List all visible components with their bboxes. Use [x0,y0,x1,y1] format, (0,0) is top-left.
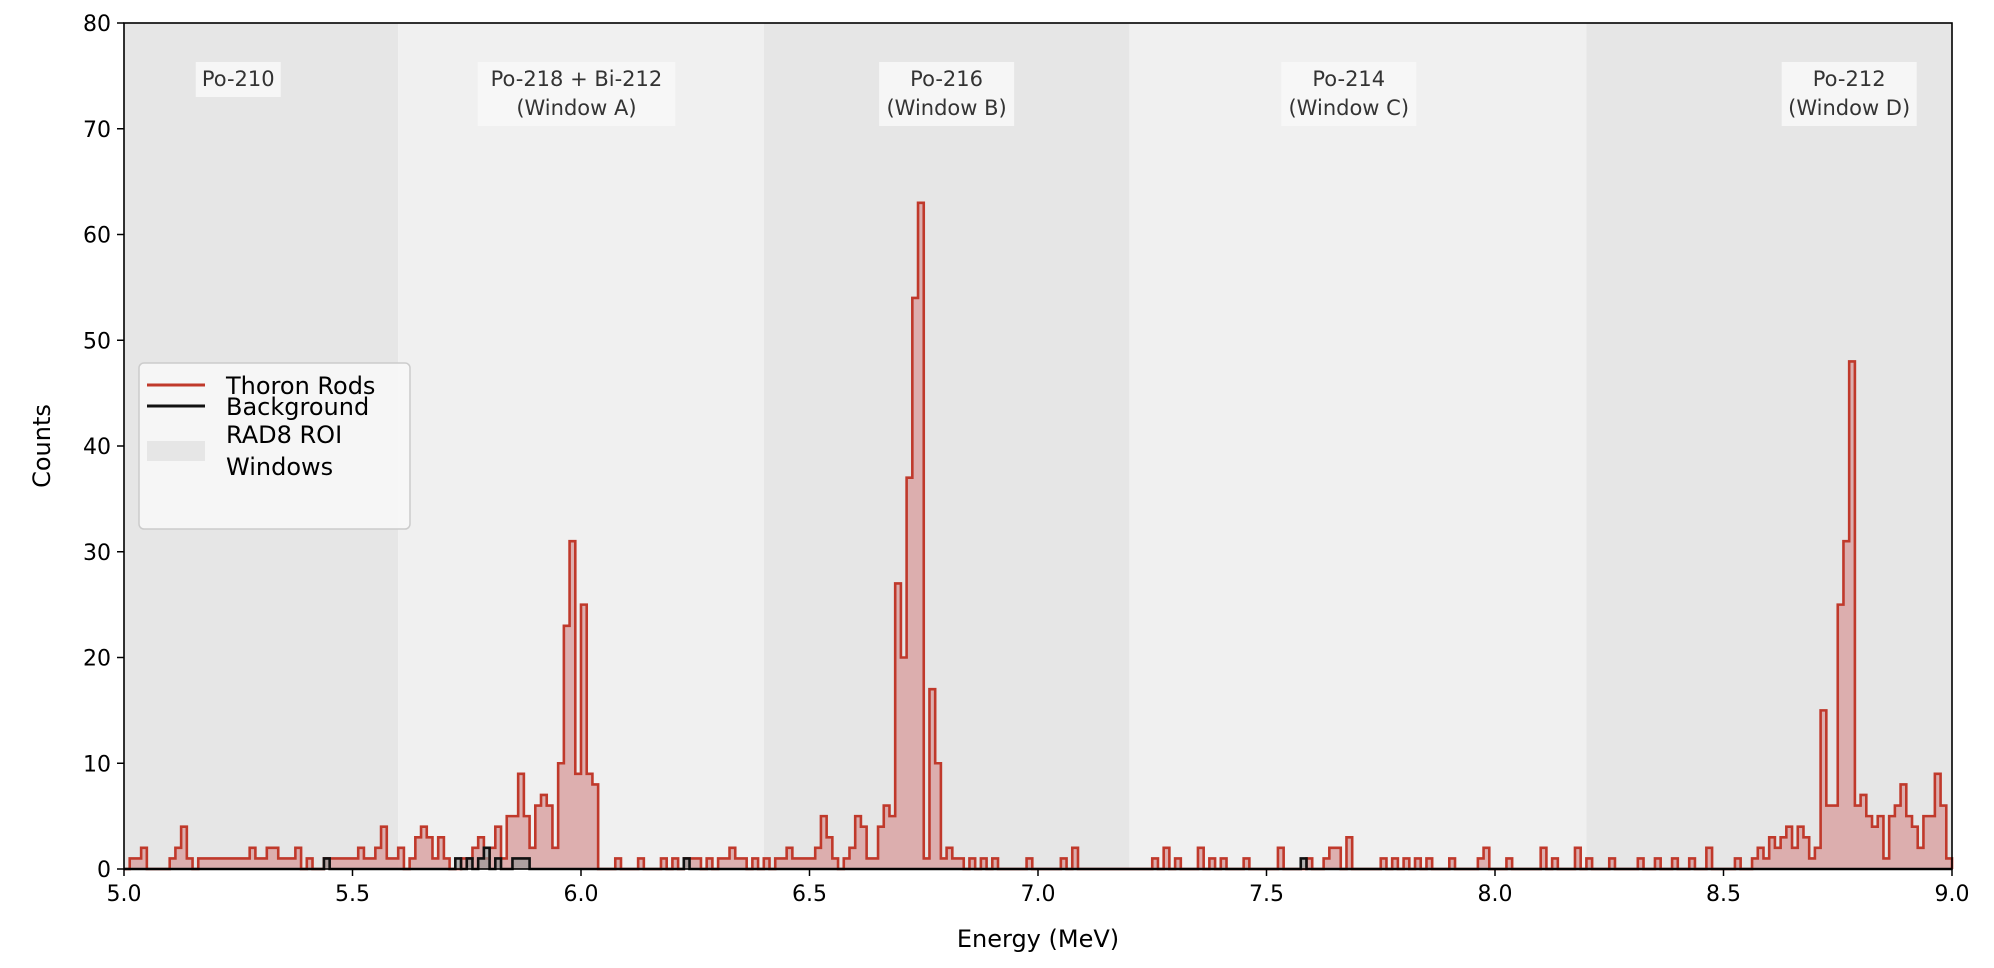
y-tick-label-3: 30 [83,541,111,566]
x-tick-label-6: 8.0 [1478,882,1513,907]
x-tick-label-0: 5.0 [107,882,142,907]
x-tick-label-1: 5.5 [335,882,370,907]
roi-label-box-2 [879,62,1015,126]
roi-label-box-0 [195,62,281,97]
roi-label-3-1: (Window C) [1288,96,1409,120]
y-tick-label-4: 40 [83,435,111,460]
x-tick-label-4: 7.0 [1021,882,1056,907]
x-tick-label-3: 6.5 [792,882,827,907]
roi-label-2-1: (Window B) [886,96,1006,120]
legend-label-2-1: Windows [226,453,333,481]
legend-label-2-0: RAD8 ROI [226,421,342,449]
roi-label-4-1: (Window D) [1788,96,1910,120]
y-tick-label-2: 20 [83,647,111,672]
roi-label-box-1 [477,62,676,126]
legend-label-0: Thoron Rods [225,372,375,400]
roi-window-labels: Po-210 Po-218 + Bi-212 (Window A) Po-216 (Wi… [195,62,1917,126]
roi-window-4 [1586,23,1952,869]
y-axis-title: Counts [28,404,56,488]
y-tick-label-0: 0 [97,858,111,883]
roi-label-box-4 [1781,62,1917,126]
roi-window-2 [763,23,1130,869]
x-axis-title: Energy (MeV) [957,925,1119,953]
x-tick-label-2: 6.0 [564,882,599,907]
x-tick-label-7: 8.5 [1706,882,1741,907]
y-tick-label-7: 70 [83,118,111,143]
y-tick-label-6: 60 [83,224,111,249]
y-tick-label-8: 80 [83,12,111,37]
roi-label-1-1: (Window A) [516,96,636,120]
legend-swatch-2 [147,441,205,461]
legend-box [138,362,411,530]
y-tick-label-5: 50 [83,329,111,354]
x-tick-label-5: 7.5 [1249,882,1284,907]
x-tick-label-8: 9.0 [1935,882,1970,907]
roi-label-3-0: Po-214 [1312,67,1385,91]
roi-label-1-0: Po-218 + Bi-212 [491,67,663,91]
roi-label-box-3 [1281,62,1417,126]
roi-label-2-0: Po-216 [910,67,983,91]
roi-windows [124,23,1952,869]
y-tick-label-1: 10 [83,752,111,777]
roi-label-0-0: Po-210 [202,67,275,91]
roi-window-3 [1129,23,1587,869]
legend-label-1: Background [226,393,369,421]
roi-label-4-0: Po-212 [1813,67,1886,91]
axes: 5.0 5.5 6.0 6.5 7.0 7.5 8.0 8.5 9.0 0 10 20 30 40 50 60… [83,12,1970,907]
